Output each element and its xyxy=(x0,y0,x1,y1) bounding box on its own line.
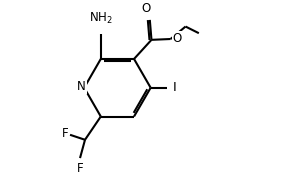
Text: F: F xyxy=(77,162,83,175)
Text: O: O xyxy=(172,32,181,45)
Text: O: O xyxy=(141,2,151,15)
Text: F: F xyxy=(62,127,68,140)
Text: NH$_2$: NH$_2$ xyxy=(89,11,113,26)
Text: N: N xyxy=(77,80,86,93)
Text: I: I xyxy=(173,81,177,94)
